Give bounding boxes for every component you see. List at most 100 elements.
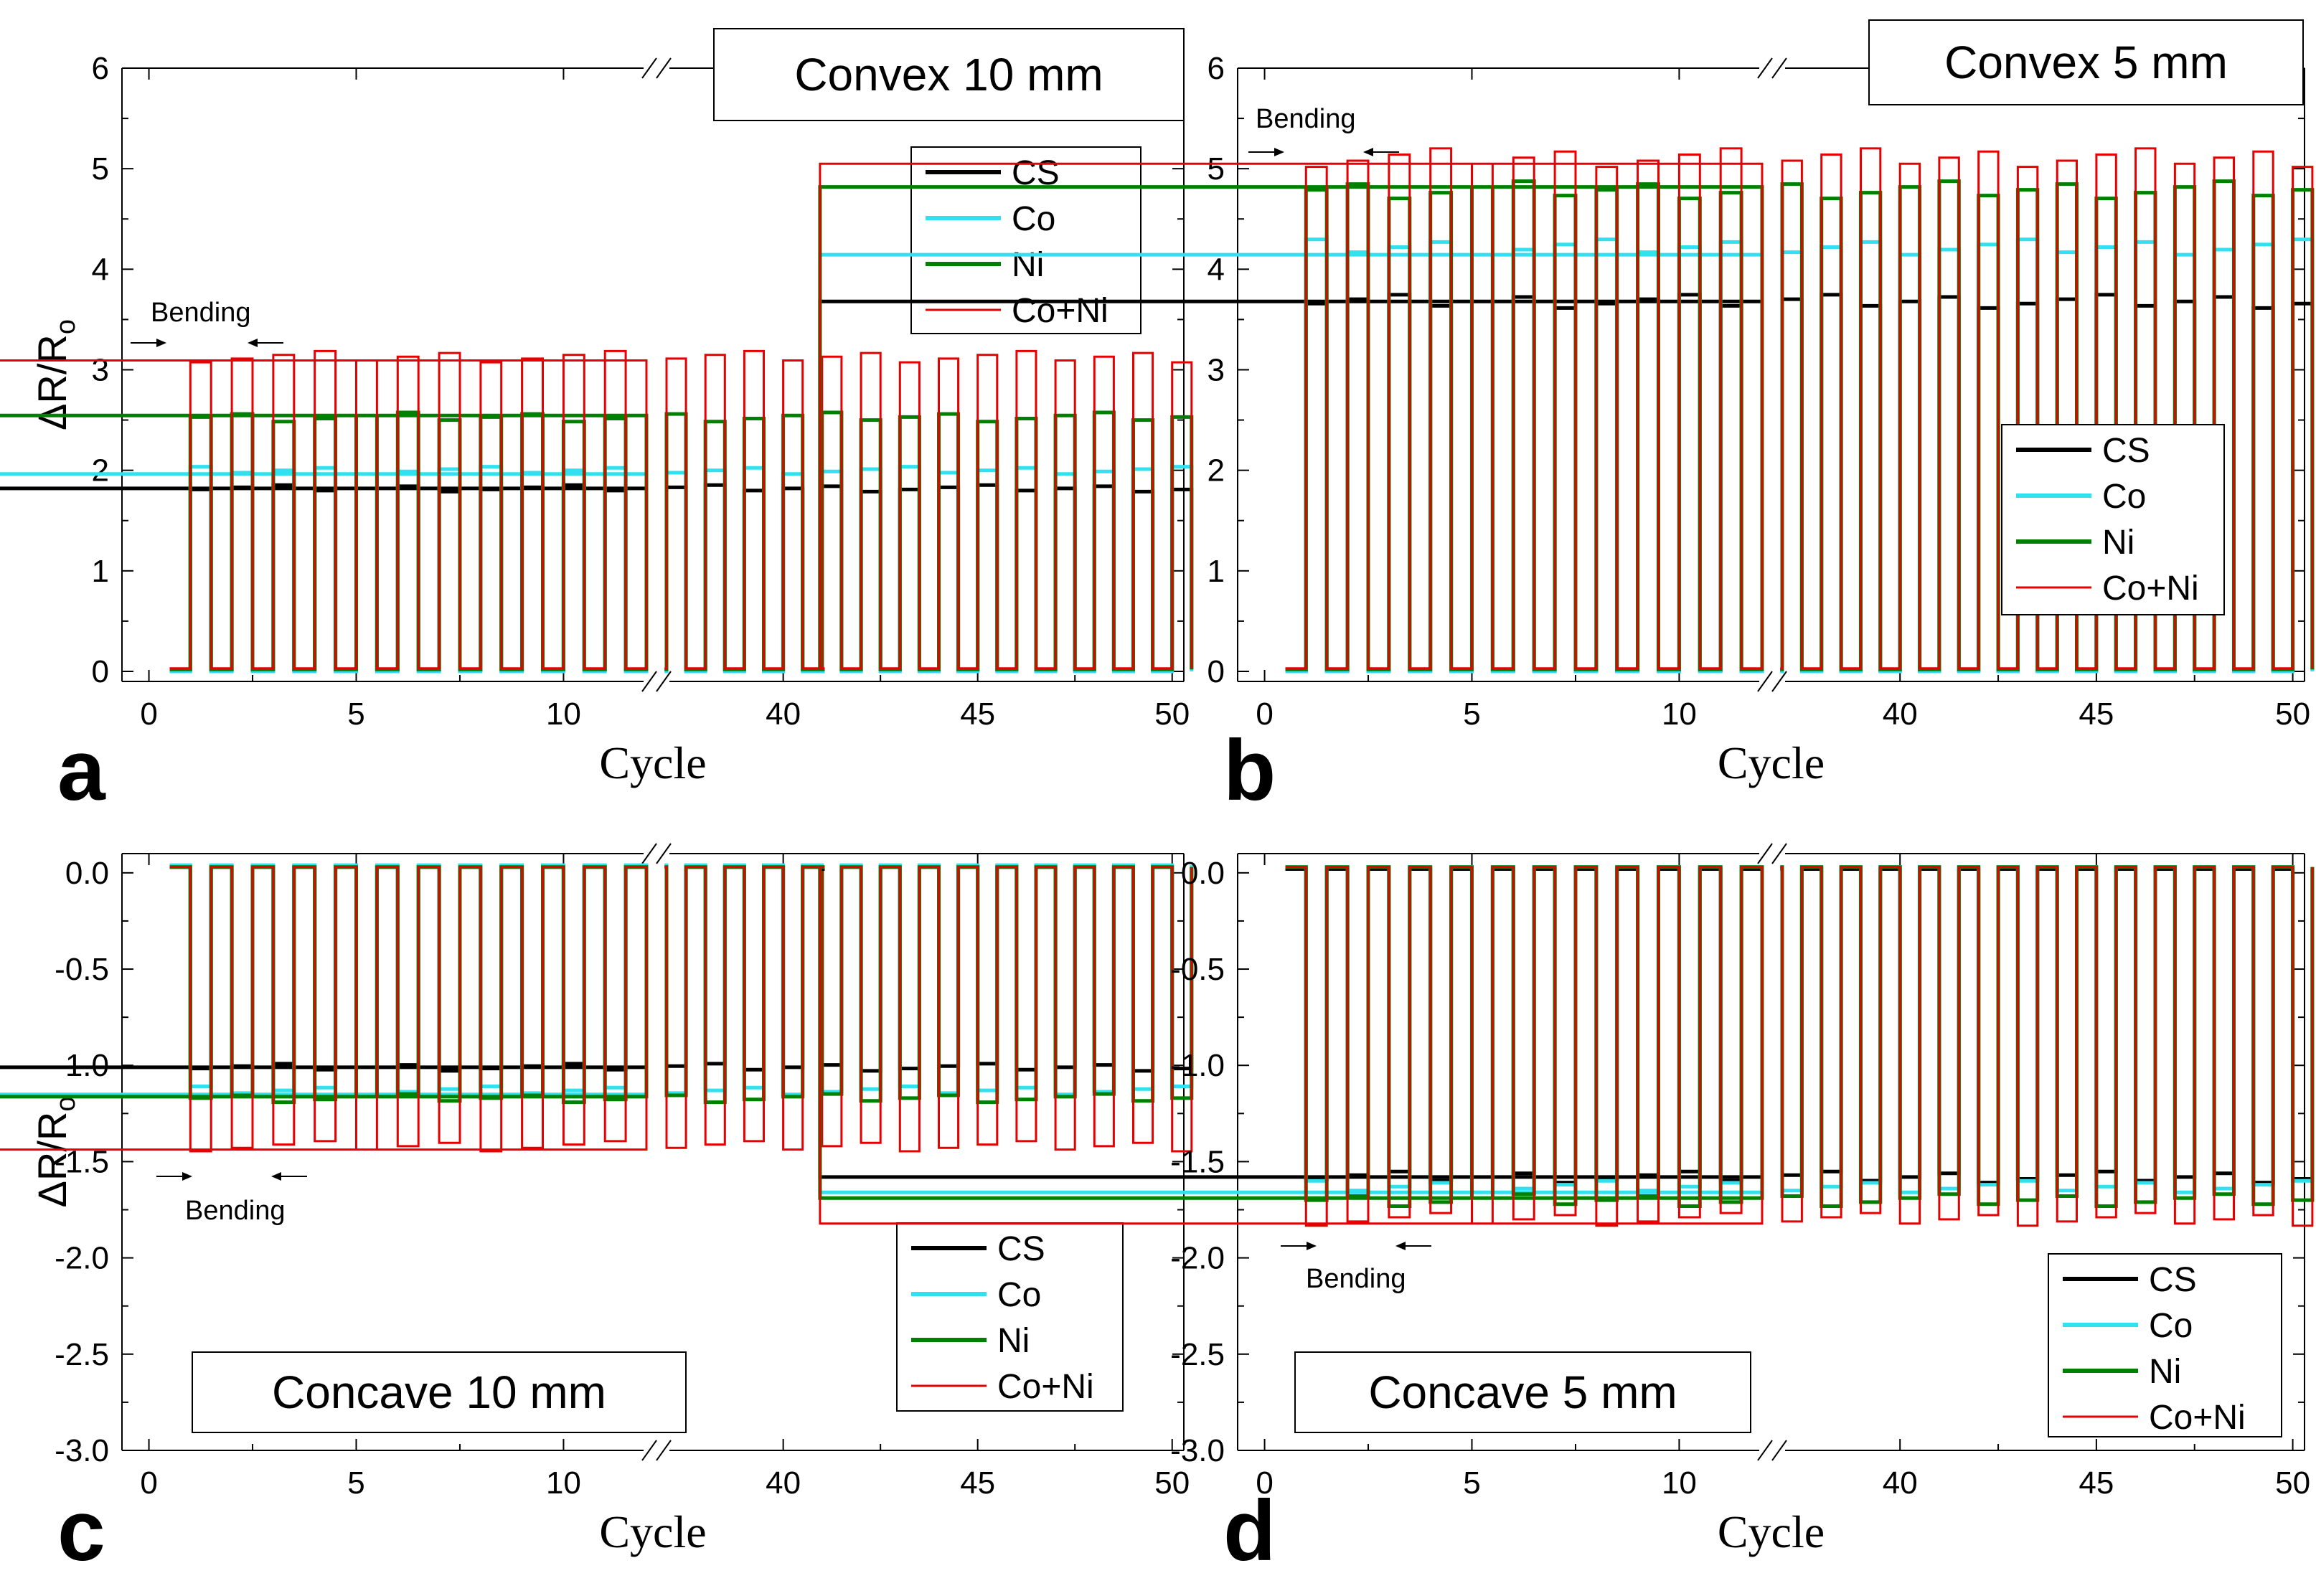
chart-title: Convex 10 mm: [794, 49, 1103, 100]
legend-entry: Co+Ni: [997, 1368, 1094, 1406]
x-tick-label: 10: [546, 1465, 581, 1501]
axis-break-mark-bottom: [641, 1440, 657, 1461]
y-axis-label-subscript: o: [51, 319, 81, 334]
x-tick-label: 10: [1662, 1465, 1697, 1501]
bending-arrowhead-left: [156, 339, 166, 347]
series-line-ni: [818, 865, 2315, 1208]
x-tick-label: 40: [766, 1465, 801, 1501]
axis-break-mark-bottom: [1757, 1440, 1773, 1461]
title-box: [192, 1351, 687, 1433]
y-tick-label: 3: [1208, 352, 1225, 387]
y-tick-label: 3: [92, 352, 109, 387]
panel-letter: b: [1223, 722, 1276, 818]
panel-c: 0.0-0.5-1.0-1.5-2.0-2.5-3.00 5 10 40 45 50Cyc…: [0, 843, 1194, 1579]
axis-break-mark-top: [656, 843, 672, 864]
y-tick-label: 5: [92, 151, 109, 186]
legend-entry: Ni: [997, 1322, 1030, 1360]
series-line-co: [818, 865, 2315, 1194]
y-tick-label: 4: [1208, 252, 1225, 287]
axis-break-mark-bottom: [1771, 1440, 1787, 1461]
panel-letter: c: [57, 1483, 105, 1579]
y-tick-label: -3.0: [1170, 1433, 1225, 1468]
y-tick-label: -0.5: [1170, 952, 1225, 987]
x-tick-label: 50: [1154, 697, 1190, 732]
legend-entry: Ni: [1012, 246, 1044, 284]
legend-entry: CS: [997, 1230, 1045, 1268]
legend-box: [2048, 1253, 2282, 1437]
x-tick-label: 45: [2079, 697, 2114, 732]
title-box: [1294, 1351, 1751, 1433]
x-axis-label: Cycle: [1718, 1506, 1825, 1557]
legend-entry: Co+Ni: [2102, 570, 2199, 608]
axis-break-mark-bottom: [641, 671, 657, 692]
y-tick-label: 0.0: [1181, 856, 1225, 891]
x-tick-label: 0: [140, 1465, 157, 1501]
y-tick-label: 0: [1208, 654, 1225, 689]
legend-entry: CS: [2149, 1261, 2197, 1299]
y-tick-label: 5: [1208, 151, 1225, 186]
x-tick-label: 45: [960, 697, 995, 732]
bending-arrowhead-left: [1274, 148, 1284, 156]
legend-entry: Co+Ni: [1012, 292, 1108, 330]
legend-entry: Co: [997, 1276, 1041, 1314]
x-axis-label: Cycle: [599, 737, 706, 788]
x-tick-label: 10: [546, 697, 581, 732]
x-tick-label: 50: [2275, 697, 2310, 732]
axis-break-mark-top: [656, 57, 672, 79]
series-line-cs: [818, 867, 2315, 1185]
y-tick-label: -2.0: [55, 1241, 109, 1276]
y-tick-label: 2: [92, 453, 109, 488]
series-line-co: [0, 465, 1194, 674]
bending-label: Bending: [151, 298, 250, 328]
axis-break-mark-top: [1757, 57, 1773, 79]
x-tick-label: 0: [1256, 697, 1273, 732]
axis-break-mark-bottom: [1757, 671, 1773, 692]
x-tick-label: 40: [1883, 1465, 1918, 1501]
y-tick-label: 0.0: [65, 856, 109, 891]
series-line-co-plus-ni: [0, 866, 1193, 1153]
series-line-co-plus-ni: [819, 147, 2314, 670]
y-tick-label: 4: [92, 252, 109, 287]
y-axis-label-subscript: o: [51, 1097, 81, 1112]
legend-entry: Co: [1012, 200, 1055, 238]
x-tick-label: 5: [347, 1465, 364, 1501]
series-line-ni: [0, 410, 1194, 671]
x-tick-label: 10: [1662, 697, 1697, 732]
y-axis-label: ΔR/Ro: [29, 1097, 81, 1208]
x-tick-label: 50: [2275, 1465, 2310, 1501]
x-tick-label: 45: [2079, 1465, 2114, 1501]
legend-entry: Co: [2149, 1307, 2193, 1345]
y-tick-label: -2.5: [1170, 1337, 1225, 1372]
y-tick-label: 1: [92, 554, 109, 589]
bending-arrowhead-right: [248, 339, 258, 347]
series-line-cs: [0, 865, 1194, 1073]
y-tick-label: -3.0: [55, 1433, 109, 1468]
x-axis-label: Cycle: [599, 1506, 706, 1557]
series-line-co: [0, 863, 1194, 1097]
y-tick-label: -0.5: [55, 952, 109, 987]
bending-arrowhead-right: [271, 1172, 281, 1181]
y-tick-label: -1.0: [1170, 1048, 1225, 1083]
x-tick-label: 5: [1463, 1465, 1480, 1501]
axis-break-mark-top: [641, 57, 657, 79]
series-line-co-plus-ni: [819, 866, 2314, 1227]
chart-title: Concave 5 mm: [1368, 1366, 1677, 1418]
y-axis-label: ΔR/Ro: [29, 319, 81, 430]
axis-break-mark-bottom: [656, 1440, 672, 1461]
chart-title: Concave 10 mm: [272, 1366, 606, 1418]
series-line-co-plus-ni: [0, 349, 1193, 670]
legend-entry: Co+Ni: [2149, 1399, 2246, 1437]
y-tick-label: 6: [92, 51, 109, 86]
y-tick-label: 6: [1208, 51, 1225, 86]
bending-arrowhead-right: [1363, 148, 1373, 156]
bending-arrowhead-left: [182, 1172, 192, 1181]
x-axis-label: Cycle: [1718, 737, 1825, 788]
legend-entry: Ni: [2149, 1353, 2181, 1391]
legend-entry: Co: [2102, 478, 2146, 516]
panel-d: 0.0 -0.5 -1.0 -1.5 -2.0 -2.5 -3.0 0 5 10 40 45 50 Cyc…: [818, 843, 2315, 1579]
panel-letter: d: [1223, 1483, 1276, 1579]
title-box: [1868, 19, 2304, 105]
